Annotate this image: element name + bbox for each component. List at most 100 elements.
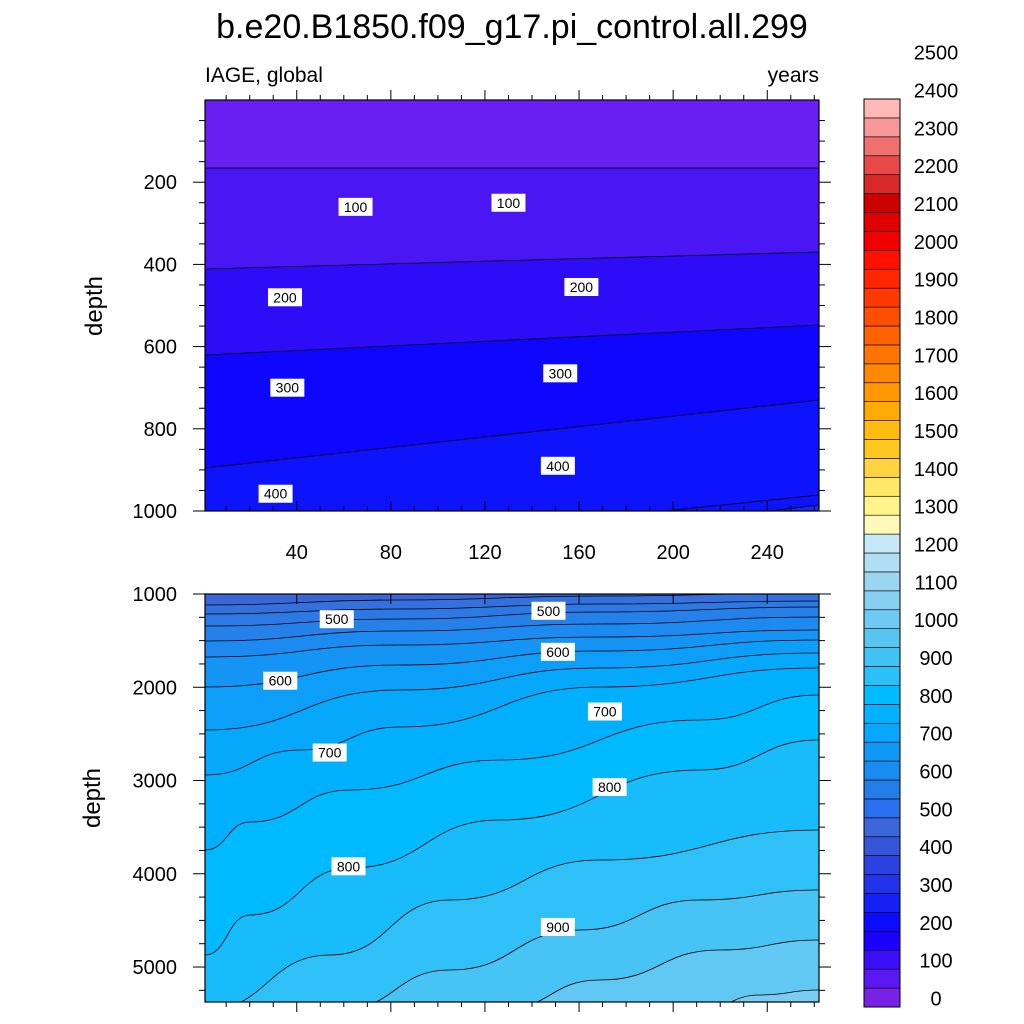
contour-label-text: 600 (546, 644, 570, 660)
contour-label: 200 (267, 288, 302, 307)
contour-label-text: 500 (325, 611, 349, 627)
colorbar-swatch (863, 287, 901, 308)
contour-label: 100 (338, 197, 373, 216)
contour-label-box (338, 197, 373, 216)
colorbar-swatch (863, 685, 901, 705)
contour-line (205, 324, 819, 356)
contour-label-box (270, 378, 305, 397)
upper-contour-lines (205, 167, 819, 511)
colorbar-swatch (863, 439, 901, 459)
contour-label: 900 (540, 917, 575, 936)
contour-label-box (267, 288, 302, 307)
colorbar-swatch (863, 363, 901, 384)
y-tick-label: 3000 (133, 771, 178, 793)
colorbar-swatch (863, 931, 901, 951)
contour-label-box (543, 364, 578, 383)
contour-label-text: 200 (273, 289, 297, 305)
colorbar-swatch (863, 514, 901, 535)
contour-line (205, 251, 819, 270)
colorbar-label: 0 (930, 989, 941, 1011)
colorbar-label: 900 (919, 648, 952, 670)
lower-contour-fills (205, 594, 819, 1002)
contour-label-box (587, 702, 622, 721)
contour-line (205, 600, 819, 615)
colorbar-label: 2500 (914, 43, 959, 65)
contour-label: 500 (531, 601, 566, 620)
contour-label-box (564, 278, 599, 297)
colorbar-swatch (863, 325, 901, 346)
contour-label-text: 400 (546, 458, 570, 474)
y-tick-label: 1000 (133, 501, 178, 523)
contour-band (537, 940, 819, 1002)
colorbar-label: 1900 (914, 270, 959, 292)
colorbar-swatch (863, 344, 901, 365)
colorbar-swatch (863, 306, 901, 327)
lower-axes: 1000 2000 3000 4000 5000 (133, 584, 831, 1012)
contour-label-text: 800 (598, 779, 622, 795)
lower-plot-frame (204, 593, 820, 1003)
colorbar-swatch (863, 628, 901, 648)
colorbar-swatch (863, 647, 901, 667)
colorbar-label: 200 (919, 913, 952, 935)
contour-label-box (491, 193, 526, 212)
colorbar-swatch (863, 117, 901, 138)
x-tick-label: 80 (380, 542, 402, 564)
x-tick-label: 40 (286, 542, 308, 564)
colorbar-swatch (863, 987, 901, 1008)
colorbar-swatch (863, 817, 901, 838)
contour-line (536, 939, 819, 1002)
colorbar-label: 600 (919, 762, 952, 784)
y-tick-label: 400 (144, 254, 177, 276)
colorbar-swatch (863, 779, 901, 800)
colorbar-label: 300 (919, 875, 952, 897)
lower-contour-labels: 500 500 600 600 700 700 800 800 900 (263, 601, 627, 936)
colorbar-swatch (863, 174, 901, 194)
contour-label-text: 600 (269, 673, 293, 689)
contour-label-text: 900 (546, 919, 570, 935)
colorbar-label: 1400 (914, 459, 959, 481)
contour-label: 600 (263, 671, 298, 690)
colorbar-swatch (863, 666, 901, 686)
contour-line (205, 739, 819, 956)
contour-label: 800 (592, 778, 627, 797)
colorbar-swatch (863, 552, 901, 573)
contour-label: 800 (331, 857, 366, 876)
x-tick-label: 160 (562, 542, 595, 564)
contour-label: 400 (258, 484, 293, 503)
contour-label-box (263, 671, 298, 690)
colorbar-swatch (863, 495, 901, 516)
upper-axes: 40 80 120 160 200 240 200 400 600 800 1000 (133, 90, 831, 564)
colorbar-swatch (863, 760, 901, 781)
colorbar-swatch (863, 231, 901, 251)
colorbar-swatch (863, 533, 901, 554)
contour-label-text: 400 (264, 486, 288, 502)
colorbar-label: 2400 (914, 81, 959, 103)
contour-label-box (331, 857, 366, 876)
contour-line (205, 639, 819, 688)
colorbar-label: 2100 (914, 194, 959, 216)
colorbar: 0 100 200 300 400 500 600 700 800 900 1000 1100 1200… (863, 43, 959, 1011)
contour-label: 700 (587, 702, 622, 721)
colorbar-swatch (863, 722, 901, 743)
colorbar-swatch (863, 477, 901, 497)
colorbar-label: 2300 (914, 118, 959, 140)
contour-label-text: 300 (549, 365, 573, 381)
y-tick-label: 200 (144, 172, 177, 194)
contour-line (205, 399, 819, 469)
colorbar-label: 2200 (914, 156, 959, 178)
contour-label: 300 (543, 364, 578, 383)
contour-line (730, 989, 819, 1002)
contour-label-text: 300 (276, 380, 300, 396)
contour-line (205, 629, 819, 658)
y-tick-label: 5000 (133, 957, 178, 979)
colorbar-swatch (863, 912, 901, 932)
right-subtitle: years (768, 64, 819, 87)
contour-line (375, 889, 819, 1002)
chart-title: b.e20.B1850.f09_g17.pi_control.all.299 (216, 8, 808, 46)
y-tick-label: 2000 (133, 677, 178, 699)
contour-label: 100 (491, 193, 526, 212)
colorbar-label: 1700 (914, 345, 959, 367)
contour-label: 400 (540, 456, 575, 475)
y-tick-label: 600 (144, 337, 177, 359)
colorbar-swatch (863, 741, 901, 762)
